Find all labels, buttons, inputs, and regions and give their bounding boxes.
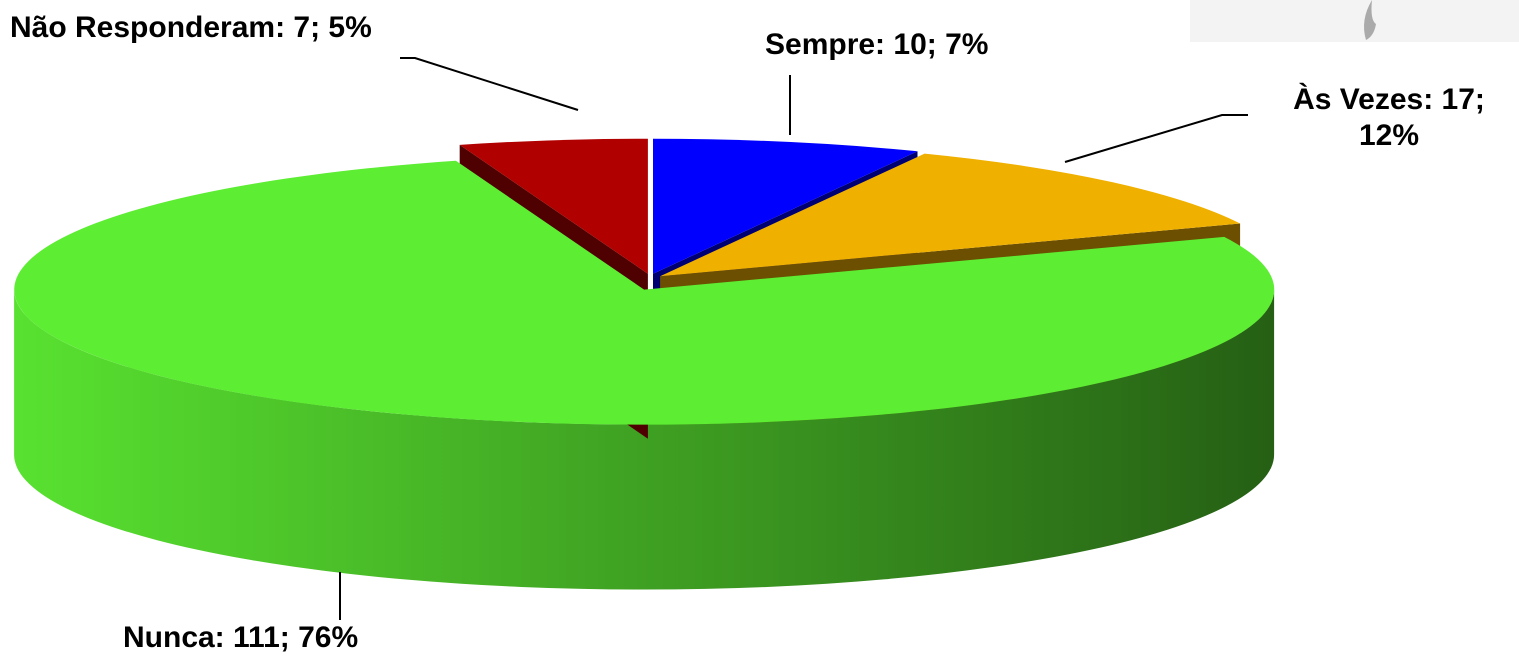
leader-line: [1064, 114, 1248, 163]
decor-icon: [1364, 0, 1376, 40]
pie-slice: [660, 153, 1241, 277]
data-label: Sempre: 10; 7%: [765, 28, 989, 61]
pie-slice: [14, 160, 1275, 425]
data-label: Às Vezes: 17; 12%: [1293, 83, 1485, 152]
data-label: Nunca: 111; 76%: [123, 621, 359, 654]
slice-side: [14, 289, 1275, 590]
pie-slice: [653, 138, 918, 274]
leader-line: [400, 57, 579, 111]
data-label: Não Responderam: 7; 5%: [10, 11, 372, 44]
decor-box: [1190, 0, 1519, 42]
pie-slice: [459, 138, 648, 274]
